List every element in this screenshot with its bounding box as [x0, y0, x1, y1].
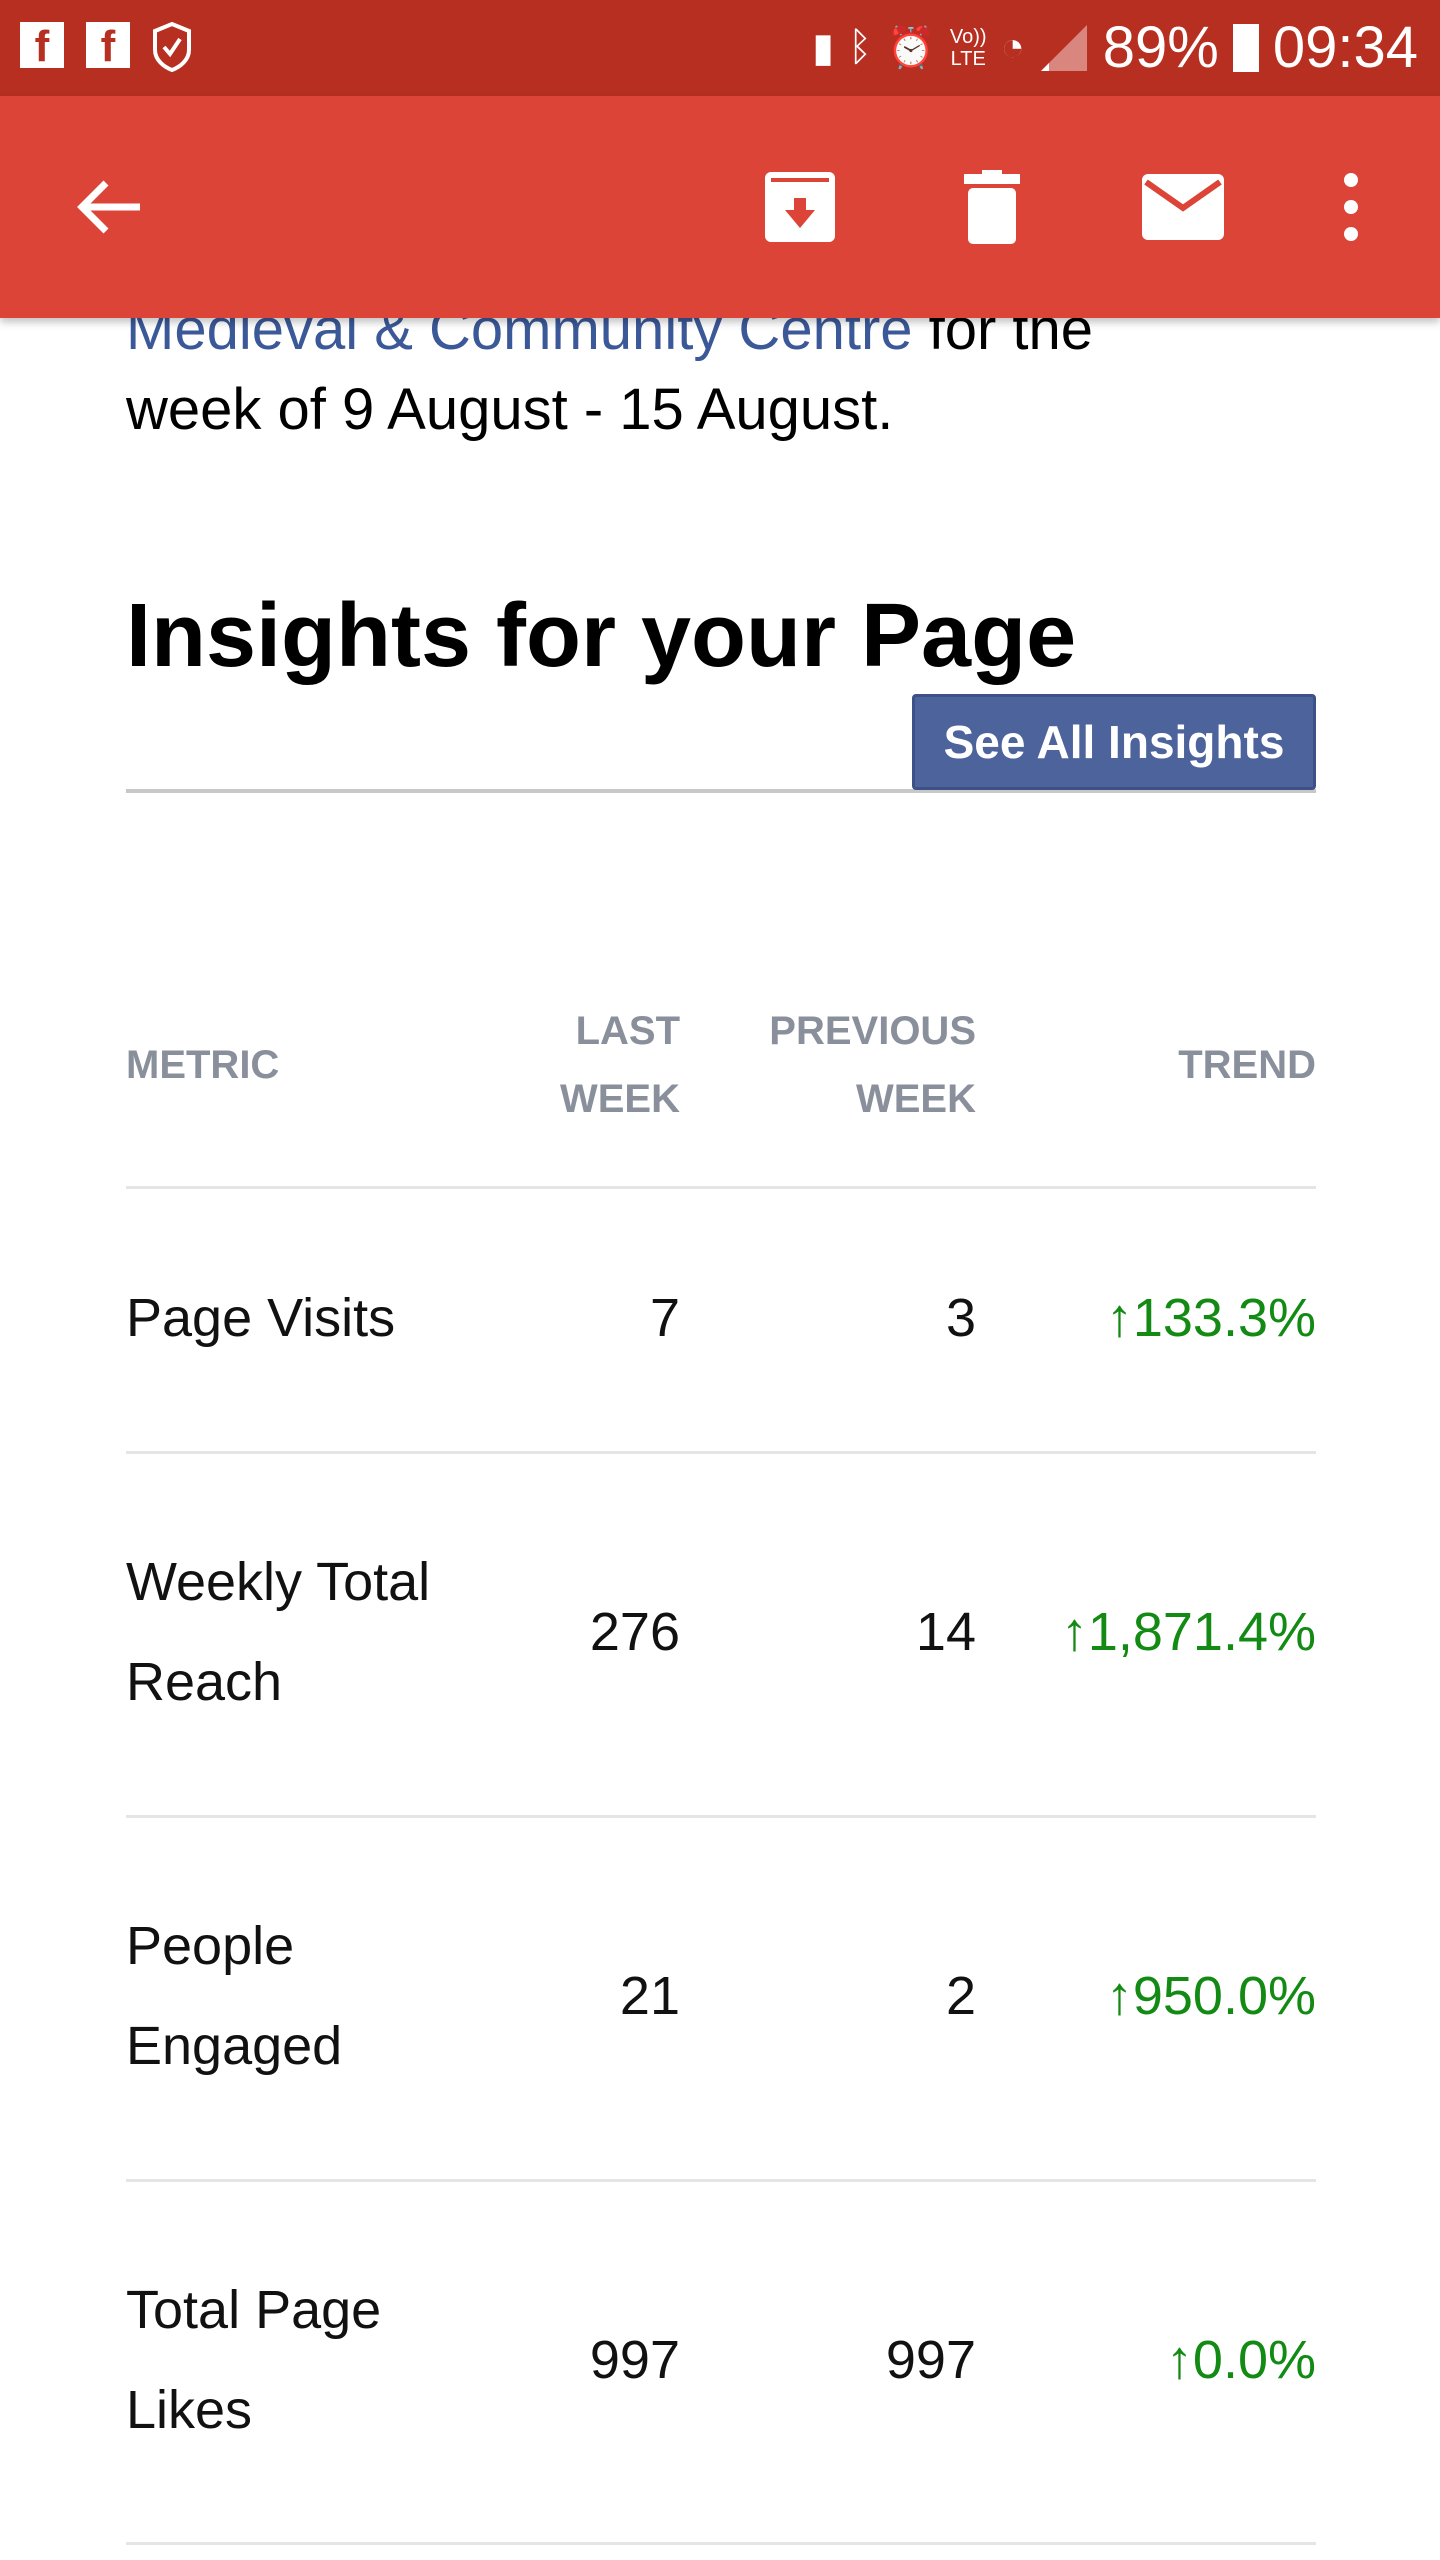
header-last-week-line1: LAST: [575, 1009, 680, 1053]
intro-text: Medieval & Community Centre for the week…: [126, 290, 1326, 450]
status-bar: f f ▮ ᛒ ⏰ Vo)) LTE ◔ 89% 09:34: [0, 0, 1440, 96]
last-week-value: 276: [589, 1602, 680, 1662]
trash-icon: [964, 170, 1020, 244]
envelope-icon: [1142, 174, 1224, 240]
signal-icon: [1040, 24, 1087, 71]
more-vert-icon: [1344, 173, 1358, 241]
header-metric: METRIC: [126, 1043, 280, 1087]
previous-week-value: 997: [885, 2330, 976, 2390]
last-week-value: 7: [649, 1288, 680, 1348]
facebook-notification-icon: f: [20, 22, 64, 71]
mark-unread-button[interactable]: [1138, 162, 1228, 252]
alarm-icon: ⏰: [886, 26, 936, 70]
archive-icon: [765, 172, 835, 242]
archive-button[interactable]: [755, 162, 845, 252]
arrow-left-icon: [77, 180, 140, 234]
metric-name-line2: Reach: [126, 1652, 283, 1712]
header-trend: TREND: [1178, 1043, 1316, 1087]
previous-week-value: 14: [915, 1602, 976, 1662]
header-prev-week-line1: PREVIOUS: [769, 1009, 976, 1053]
header-prev-week-line2: WEEK: [856, 1077, 976, 1121]
shield-check-icon: [153, 22, 191, 72]
previous-week-value: 2: [945, 1966, 976, 2026]
see-all-insights-button[interactable]: See All Insights: [912, 694, 1316, 790]
row-divider: [126, 2179, 1316, 2182]
row-divider: [126, 1815, 1316, 1818]
facebook-notification-icon: f: [86, 22, 130, 71]
metric-name: People Engaged: [126, 1896, 342, 2096]
metric-name-line1: People: [126, 1916, 295, 1976]
trend-value: ↑0.0%: [1165, 2330, 1316, 2390]
page-title: Insights for your Page: [126, 586, 1077, 686]
previous-week-value: 3: [945, 1288, 976, 1348]
battery-percent: 89%: [1102, 15, 1219, 80]
row-divider: [126, 1451, 1316, 1454]
metric-name-line1: Total Page: [126, 2280, 382, 2340]
metric-name: Page Visits: [126, 1288, 396, 1348]
clock: 09:34: [1272, 15, 1418, 80]
metric-name-line2: Engaged: [126, 2016, 343, 2076]
back-button[interactable]: [64, 162, 154, 252]
trend-value: ↑950.0%: [1105, 1966, 1316, 2026]
header-previous-week: PREVIOUS WEEK: [700, 997, 976, 1133]
header-last-week: LAST WEEK: [430, 997, 680, 1133]
heading-divider: [126, 789, 1316, 793]
header-last-week-line2: WEEK: [560, 1077, 680, 1121]
battery-icon: [1232, 23, 1259, 72]
trend-value: ↑133.3%: [1105, 1288, 1316, 1348]
metric-name: Weekly Total Reach: [126, 1532, 430, 1732]
volte-label: Vo)): [949, 25, 987, 48]
row-divider: [126, 1186, 1316, 1189]
metric-name-line2: Likes: [126, 2380, 253, 2440]
metric-name-line1: Weekly Total: [126, 1552, 431, 1612]
battery-saver-icon: ▮: [812, 25, 835, 70]
trend-value: ↑1,871.4%: [1060, 1602, 1316, 1662]
last-week-value: 21: [619, 1966, 680, 2026]
lte-label: LTE: [950, 47, 986, 70]
intro-week-range: week of 9 August - 15 August.: [126, 377, 894, 442]
bluetooth-icon: ᛒ: [848, 25, 873, 69]
last-week-value: 997: [589, 2330, 680, 2390]
row-divider: [126, 2542, 1316, 2545]
wifi-icon: ◔: [1000, 25, 1025, 69]
delete-button[interactable]: [947, 162, 1037, 252]
metric-name: Total Page Likes: [126, 2260, 381, 2460]
more-options-button[interactable]: [1306, 162, 1396, 252]
app-toolbar: [0, 96, 1440, 318]
